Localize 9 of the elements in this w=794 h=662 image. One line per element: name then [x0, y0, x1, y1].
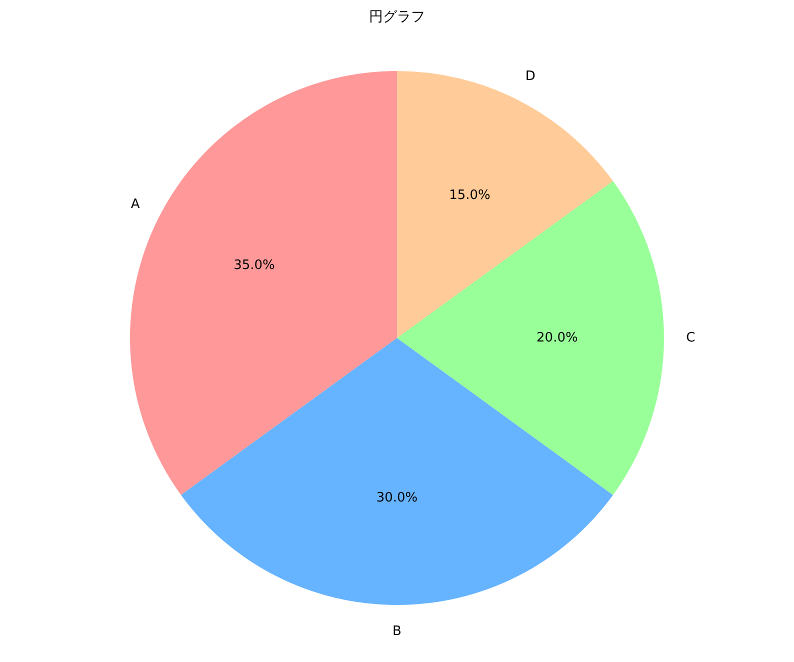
slice-label: D — [525, 68, 536, 84]
slice-label: C — [686, 330, 696, 346]
data-label: 30.0% — [376, 490, 418, 506]
slice-label: B — [392, 624, 402, 640]
data-label: 20.0% — [536, 330, 578, 346]
data-label: 15.0% — [449, 188, 490, 203]
slice-label: A — [130, 197, 140, 212]
data-label: 35.0% — [234, 258, 275, 273]
chart-title: 円グラフ — [369, 9, 425, 25]
